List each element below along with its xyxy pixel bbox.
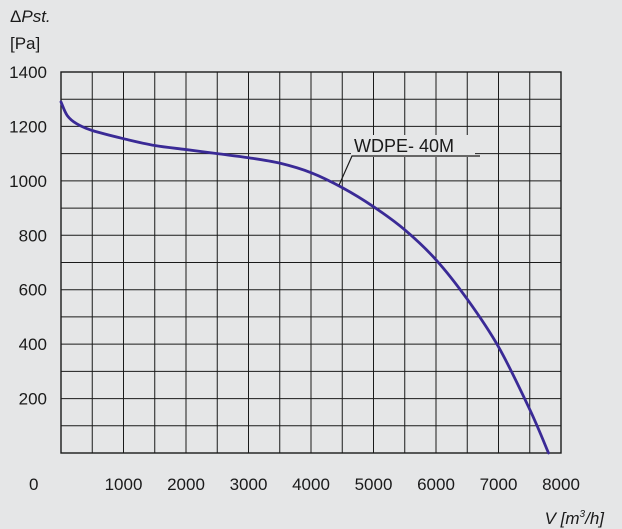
y-axis-unit: [Pa] bbox=[10, 34, 40, 53]
x-axis-label: V [m3/h] bbox=[545, 509, 606, 528]
series-label-bg bbox=[351, 135, 475, 157]
x-tick-label: 3000 bbox=[230, 475, 268, 494]
y-tick-label: 600 bbox=[19, 281, 47, 300]
x-tick-label: 2000 bbox=[167, 475, 205, 494]
x-tick-label: 8000 bbox=[542, 475, 580, 494]
y-tick-label: 400 bbox=[19, 335, 47, 354]
origin-label: 0 bbox=[29, 475, 38, 494]
y-axis-label: ΔPst. bbox=[10, 7, 51, 26]
y-tick-label: 1000 bbox=[9, 172, 47, 191]
x-tick-labels: 1000 2000 3000 4000 5000 6000 7000 8000 bbox=[105, 475, 580, 494]
y-tick-label: 1400 bbox=[9, 63, 47, 82]
series-label-group: WDPE- 40M bbox=[338, 135, 480, 186]
x-tick-label: 4000 bbox=[292, 475, 330, 494]
series-line bbox=[59, 100, 550, 455]
series-label: WDPE- 40M bbox=[354, 136, 454, 156]
x-tick-label: 7000 bbox=[480, 475, 518, 494]
series-label-leader bbox=[338, 155, 480, 186]
y-tick-labels: 200 400 600 800 1000 1200 1400 bbox=[9, 63, 47, 409]
x-tick-label: 5000 bbox=[355, 475, 393, 494]
series-curve-group bbox=[59, 100, 550, 455]
y-tick-label: 200 bbox=[19, 390, 47, 409]
y-tick-label: 1200 bbox=[9, 117, 47, 136]
y-tick-label: 800 bbox=[19, 226, 47, 245]
x-tick-label: 6000 bbox=[417, 475, 455, 494]
x-tick-label: 1000 bbox=[105, 475, 143, 494]
chart-grid bbox=[60, 71, 562, 454]
